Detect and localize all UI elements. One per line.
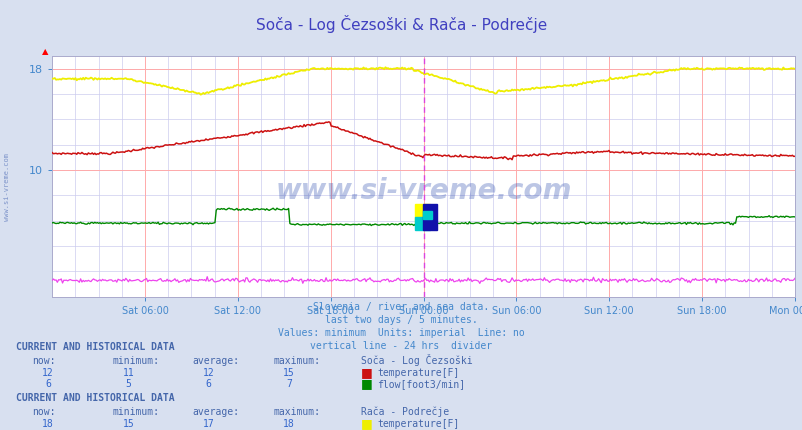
Text: now:: now:: [32, 356, 55, 366]
Text: 11: 11: [123, 368, 134, 378]
Text: 12: 12: [203, 368, 214, 378]
Text: maximum:: maximum:: [273, 356, 320, 366]
Bar: [422, 204, 437, 230]
Text: maximum:: maximum:: [273, 407, 320, 417]
Text: ■: ■: [361, 366, 373, 379]
Text: Values: minimum  Units: imperial  Line: no: Values: minimum Units: imperial Line: no: [277, 328, 525, 338]
Text: Rača - Podrečje: Rača - Podrečje: [361, 406, 449, 417]
Text: ■: ■: [361, 377, 373, 390]
Text: ■: ■: [361, 417, 373, 430]
Text: CURRENT AND HISTORICAL DATA: CURRENT AND HISTORICAL DATA: [16, 342, 175, 353]
Text: CURRENT AND HISTORICAL DATA: CURRENT AND HISTORICAL DATA: [16, 393, 175, 403]
Bar: [415, 204, 430, 223]
Text: last two days / 5 minutes.: last two days / 5 minutes.: [325, 315, 477, 325]
Text: average:: average:: [192, 407, 240, 417]
Text: 6: 6: [205, 379, 212, 389]
Text: Soča - Log Čezsoški: Soča - Log Čezsoški: [361, 354, 472, 366]
Text: Soča - Log Čezsoški & Rača - Podrečje: Soča - Log Čezsoški & Rača - Podrečje: [256, 15, 546, 33]
Text: flow[foot3/min]: flow[foot3/min]: [377, 379, 465, 389]
Text: www.si-vreme.com: www.si-vreme.com: [275, 177, 571, 205]
Text: 15: 15: [283, 368, 294, 378]
Text: 18: 18: [283, 419, 294, 429]
Text: minimum:: minimum:: [112, 407, 160, 417]
Bar: [415, 217, 430, 230]
Text: 18: 18: [43, 419, 54, 429]
Text: www.si-vreme.com: www.si-vreme.com: [4, 153, 10, 221]
Text: now:: now:: [32, 407, 55, 417]
Text: minimum:: minimum:: [112, 356, 160, 366]
Text: 15: 15: [123, 419, 134, 429]
Text: 6: 6: [45, 379, 51, 389]
Text: ▲: ▲: [42, 47, 48, 56]
Text: 17: 17: [203, 419, 214, 429]
Text: 12: 12: [43, 368, 54, 378]
Text: Slovenia / river and sea data.: Slovenia / river and sea data.: [313, 302, 489, 312]
Text: temperature[F]: temperature[F]: [377, 368, 459, 378]
Bar: [422, 211, 431, 219]
Text: average:: average:: [192, 356, 240, 366]
Text: 5: 5: [125, 379, 132, 389]
Text: ■: ■: [361, 428, 373, 430]
Text: temperature[F]: temperature[F]: [377, 419, 459, 429]
Text: 7: 7: [286, 379, 292, 389]
Text: vertical line - 24 hrs  divider: vertical line - 24 hrs divider: [310, 341, 492, 350]
